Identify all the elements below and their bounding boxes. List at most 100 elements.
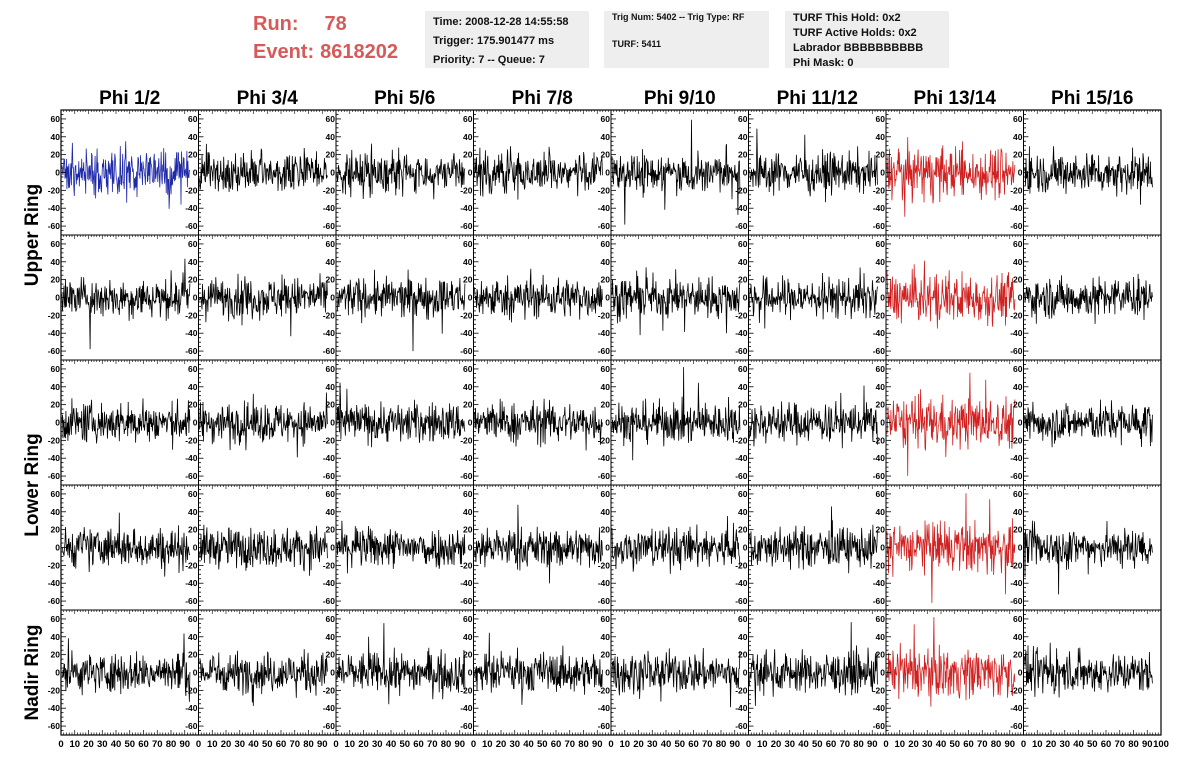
trig-num-text: Trig Num: 5402 -- Trig Type: RF bbox=[612, 12, 745, 22]
y-tick-label: 0 bbox=[55, 418, 60, 428]
y-tick-label: 40 bbox=[876, 132, 886, 142]
y-tick-label: -60 bbox=[598, 721, 611, 731]
y-tick-label: -60 bbox=[460, 596, 473, 606]
waveform-trace-r5-c6[interactable] bbox=[749, 622, 878, 706]
y-tick-label: -60 bbox=[1010, 346, 1023, 356]
y-tick-label: -40 bbox=[460, 328, 473, 338]
y-tick-label: 40 bbox=[326, 257, 336, 267]
x-tick-label: 10 bbox=[894, 739, 905, 750]
waveform-trace-r2-c8[interactable] bbox=[1024, 273, 1153, 324]
x-tick-label: 30 bbox=[372, 739, 383, 750]
waveform-trace-r2-c7[interactable] bbox=[886, 260, 1016, 329]
waveform-trace-r1-c5[interactable] bbox=[611, 119, 741, 225]
y-tick-label: -60 bbox=[48, 596, 61, 606]
waveform-trace-r2-c4[interactable] bbox=[474, 268, 603, 323]
x-tick-label: 20 bbox=[496, 739, 507, 750]
y-tick-label: 60 bbox=[1013, 614, 1023, 624]
y-tick-label: -60 bbox=[48, 221, 61, 231]
waveform-trace-r4-c4[interactable] bbox=[474, 504, 603, 584]
y-tick-label: 0 bbox=[743, 418, 748, 428]
run-number: 78 bbox=[324, 13, 347, 35]
waveform-trace-r5-c7[interactable] bbox=[886, 617, 1016, 707]
y-tick-label: 60 bbox=[601, 114, 611, 124]
waveform-trace-r1-c3[interactable] bbox=[336, 143, 466, 200]
y-tick-label: 20 bbox=[463, 400, 473, 410]
y-tick-label: -60 bbox=[1010, 221, 1023, 231]
y-tick-label: 20 bbox=[326, 650, 336, 660]
y-tick-label: 60 bbox=[463, 239, 473, 249]
y-tick-label: -40 bbox=[323, 703, 336, 713]
waveform-trace-r4-c8[interactable] bbox=[1024, 520, 1153, 595]
y-tick-label: 0 bbox=[468, 293, 473, 303]
x-tick-label: 70 bbox=[839, 739, 850, 750]
y-tick-label: -40 bbox=[185, 578, 198, 588]
y-tick-label: 40 bbox=[51, 632, 61, 642]
waveform-trace-r1-c6[interactable] bbox=[749, 128, 878, 203]
run-event-info: Run: 78 Event: 8618202 bbox=[253, 10, 398, 66]
waveform-trace-r1-c4[interactable] bbox=[474, 146, 603, 200]
waveform-trace-r3-c7[interactable] bbox=[886, 372, 1016, 476]
waveform-trace-r5-c4[interactable] bbox=[474, 632, 603, 705]
y-tick-label: -40 bbox=[873, 203, 886, 213]
y-tick-label: 60 bbox=[601, 364, 611, 374]
waveform-trace-r2-c2[interactable] bbox=[199, 273, 328, 337]
waveform-trace-r1-c1[interactable] bbox=[61, 141, 191, 209]
y-tick-label: -20 bbox=[48, 560, 61, 570]
waveform-trace-r3-c8[interactable] bbox=[1024, 399, 1153, 448]
y-tick-label: -60 bbox=[598, 346, 611, 356]
x-tick-label: 10 bbox=[757, 739, 768, 750]
y-tick-label: 40 bbox=[738, 382, 748, 392]
y-tick-label: -60 bbox=[598, 471, 611, 481]
x-tick-label: 50 bbox=[124, 739, 135, 750]
x-tick-label: 80 bbox=[578, 739, 589, 750]
waveform-trace-r4-c2[interactable] bbox=[199, 524, 328, 576]
waveform-trace-r3-c1[interactable] bbox=[61, 398, 191, 450]
y-tick-label: 60 bbox=[1013, 364, 1023, 374]
turf-info-box: TURF This Hold: 0x2 TURF Active Holds: 0… bbox=[785, 11, 949, 69]
y-tick-label: -20 bbox=[323, 310, 336, 320]
y-tick-label: 0 bbox=[743, 293, 748, 303]
waveform-trace-r4-c7[interactable] bbox=[886, 493, 1016, 603]
waveform-trace-r3-c2[interactable] bbox=[199, 392, 328, 458]
x-tick-label: 20 bbox=[221, 739, 232, 750]
y-tick-label: -40 bbox=[323, 328, 336, 338]
waveform-trace-r5-c1[interactable] bbox=[61, 633, 191, 702]
y-tick-label: 0 bbox=[468, 168, 473, 178]
waveform-trace-r2-c6[interactable] bbox=[749, 267, 878, 329]
x-tick-label: 0 bbox=[471, 739, 476, 750]
x-tick-label: 20 bbox=[358, 739, 369, 750]
y-tick-label: 60 bbox=[463, 489, 473, 499]
waveform-trace-r3-c3[interactable] bbox=[336, 382, 466, 448]
waveform-trace-r3-c5[interactable] bbox=[611, 367, 741, 461]
y-tick-label: -20 bbox=[460, 435, 473, 445]
y-tick-label: 40 bbox=[601, 132, 611, 142]
event-row: Event: 8618202 bbox=[253, 38, 398, 66]
time-text: Time: 2008-12-28 14:55:58 bbox=[433, 16, 569, 28]
x-tick-label: 90 bbox=[729, 739, 740, 750]
waveform-trace-r5-c2[interactable] bbox=[199, 649, 328, 706]
waveform-trace-r4-c5[interactable] bbox=[611, 515, 741, 574]
waveform-trace-r2-c5[interactable] bbox=[611, 267, 741, 336]
waveform-trace-r5-c8[interactable] bbox=[1024, 642, 1153, 698]
y-tick-label: 0 bbox=[330, 543, 335, 553]
waveform-trace-r3-c4[interactable] bbox=[474, 398, 603, 451]
waveform-trace-r1-c2[interactable] bbox=[199, 143, 328, 193]
y-tick-label: 0 bbox=[193, 668, 198, 678]
waveform-trace-r5-c3[interactable] bbox=[336, 623, 466, 705]
waveform-trace-r4-c3[interactable] bbox=[336, 520, 466, 574]
waveform-trace-r1-c7[interactable] bbox=[886, 137, 1016, 217]
x-tick-label: 60 bbox=[551, 739, 562, 750]
waveform-trace-r1-c8[interactable] bbox=[1024, 146, 1153, 205]
x-tick-label: 10 bbox=[207, 739, 218, 750]
waveform-trace-r2-c1[interactable] bbox=[61, 258, 191, 350]
x-tick-label: 40 bbox=[661, 739, 672, 750]
waveform-trace-r3-c6[interactable] bbox=[749, 385, 878, 449]
x-tick-label: 50 bbox=[399, 739, 410, 750]
waveform-trace-r5-c5[interactable] bbox=[611, 647, 741, 708]
waveform-trace-r2-c3[interactable] bbox=[336, 269, 466, 352]
y-tick-label: -20 bbox=[323, 560, 336, 570]
y-tick-label: 20 bbox=[738, 525, 748, 535]
waveform-trace-r4-c1[interactable] bbox=[61, 512, 191, 577]
y-tick-label: -60 bbox=[185, 721, 198, 731]
waveform-trace-r4-c6[interactable] bbox=[749, 506, 878, 574]
